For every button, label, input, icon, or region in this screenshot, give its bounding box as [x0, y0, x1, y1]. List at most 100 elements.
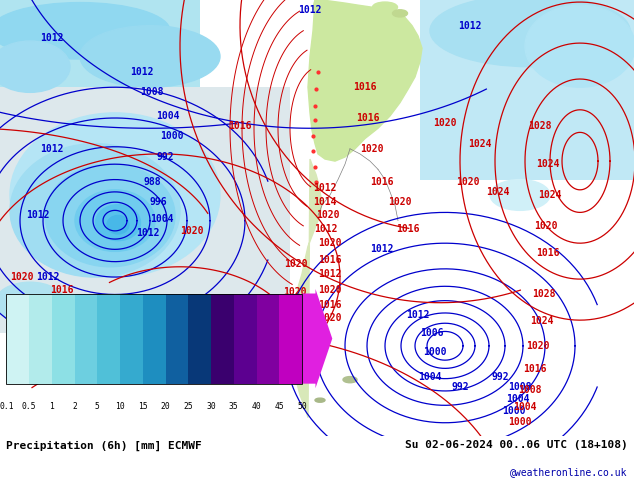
Text: 1016: 1016 — [370, 176, 394, 187]
Text: 1016: 1016 — [353, 82, 377, 92]
Bar — [188, 294, 211, 384]
Text: 1012: 1012 — [458, 21, 482, 31]
Bar — [98, 294, 120, 384]
Bar — [234, 294, 257, 384]
Text: 992: 992 — [451, 382, 469, 392]
Text: 1016: 1016 — [228, 121, 252, 131]
Ellipse shape — [525, 5, 634, 87]
Text: 1024: 1024 — [530, 316, 553, 326]
Text: 0.5: 0.5 — [22, 402, 36, 411]
Ellipse shape — [392, 10, 408, 17]
Text: 1004: 1004 — [514, 402, 537, 413]
Ellipse shape — [96, 205, 141, 241]
Text: 5: 5 — [95, 402, 100, 411]
Bar — [6, 294, 29, 384]
Text: 1012: 1012 — [314, 224, 338, 234]
Text: 1020: 1020 — [456, 176, 480, 187]
Ellipse shape — [315, 398, 325, 402]
FancyArrow shape — [302, 289, 332, 388]
Text: 1016: 1016 — [356, 113, 380, 123]
Text: 0.1: 0.1 — [0, 402, 14, 411]
Text: 1006: 1006 — [420, 328, 444, 339]
Ellipse shape — [0, 41, 70, 92]
Text: 1020: 1020 — [388, 197, 411, 207]
Text: 1020: 1020 — [213, 300, 236, 310]
Polygon shape — [0, 0, 200, 87]
Text: 45: 45 — [275, 402, 284, 411]
Text: 1012: 1012 — [318, 269, 342, 279]
Text: 1000: 1000 — [160, 131, 184, 142]
Text: 1016: 1016 — [50, 285, 74, 295]
Text: 1016: 1016 — [536, 248, 560, 258]
Ellipse shape — [373, 2, 398, 12]
Text: 992: 992 — [156, 152, 174, 162]
Text: 50: 50 — [297, 402, 307, 411]
Text: @weatheronline.co.uk: @weatheronline.co.uk — [510, 467, 628, 477]
Ellipse shape — [0, 282, 65, 323]
Text: 20: 20 — [160, 402, 171, 411]
Bar — [6, 294, 302, 384]
Text: 2: 2 — [72, 402, 77, 411]
Text: 1008: 1008 — [518, 385, 541, 395]
Ellipse shape — [430, 0, 630, 67]
Text: 1016: 1016 — [283, 313, 307, 323]
Bar — [257, 294, 280, 384]
Text: 1020: 1020 — [526, 341, 550, 351]
Ellipse shape — [75, 190, 155, 251]
Text: Su 02-06-2024 00..06 UTC (18+108): Su 02-06-2024 00..06 UTC (18+108) — [405, 441, 628, 450]
Text: 1020: 1020 — [360, 144, 384, 154]
Text: 1020: 1020 — [284, 259, 307, 269]
Text: 1012: 1012 — [298, 5, 321, 15]
Text: Precipitation (6h) [mm] ECMWF: Precipitation (6h) [mm] ECMWF — [6, 441, 202, 451]
Text: 1008: 1008 — [508, 382, 532, 392]
Text: 1016: 1016 — [396, 224, 420, 234]
Text: 1016: 1016 — [318, 255, 342, 265]
Text: 1004: 1004 — [150, 214, 174, 223]
Text: 1012: 1012 — [130, 67, 154, 77]
Text: 1012: 1012 — [40, 144, 64, 154]
Text: 25: 25 — [183, 402, 193, 411]
Text: 1020: 1020 — [316, 211, 340, 220]
Text: 992: 992 — [491, 371, 509, 382]
Text: 40: 40 — [252, 402, 261, 411]
Bar — [143, 294, 165, 384]
Text: 1012: 1012 — [36, 272, 60, 282]
Text: 1016: 1016 — [523, 365, 547, 374]
Text: 1000: 1000 — [508, 416, 532, 427]
Text: 1024: 1024 — [538, 190, 562, 200]
Text: 1014: 1014 — [313, 197, 337, 207]
Ellipse shape — [120, 328, 240, 380]
Ellipse shape — [490, 179, 550, 210]
Text: 1012: 1012 — [406, 310, 430, 320]
Bar — [120, 294, 143, 384]
Ellipse shape — [10, 113, 220, 277]
Text: 1: 1 — [49, 402, 55, 411]
Bar — [211, 294, 234, 384]
Text: 10: 10 — [115, 402, 125, 411]
Ellipse shape — [343, 377, 357, 383]
Text: 30: 30 — [206, 402, 216, 411]
Bar — [75, 294, 98, 384]
Ellipse shape — [45, 164, 175, 267]
Polygon shape — [308, 0, 422, 161]
Text: 15: 15 — [138, 402, 148, 411]
Text: 35: 35 — [229, 402, 238, 411]
Ellipse shape — [80, 25, 220, 87]
Text: 1012: 1012 — [40, 33, 64, 43]
Text: 1012: 1012 — [136, 228, 160, 238]
Ellipse shape — [0, 2, 170, 59]
Text: 1020: 1020 — [534, 221, 558, 231]
Text: 1004: 1004 — [418, 371, 442, 382]
Polygon shape — [0, 87, 290, 334]
Text: 1020: 1020 — [318, 313, 342, 323]
Text: 1004: 1004 — [156, 111, 180, 121]
Text: 1020: 1020 — [318, 238, 342, 248]
Text: 1028: 1028 — [528, 121, 552, 131]
Text: 1008: 1008 — [140, 87, 164, 98]
Text: 1004: 1004 — [507, 394, 530, 404]
Text: 996: 996 — [149, 197, 167, 207]
Text: 1024: 1024 — [469, 139, 492, 148]
Text: 1020: 1020 — [283, 288, 307, 297]
Text: 1012: 1012 — [313, 183, 337, 193]
Bar — [165, 294, 188, 384]
